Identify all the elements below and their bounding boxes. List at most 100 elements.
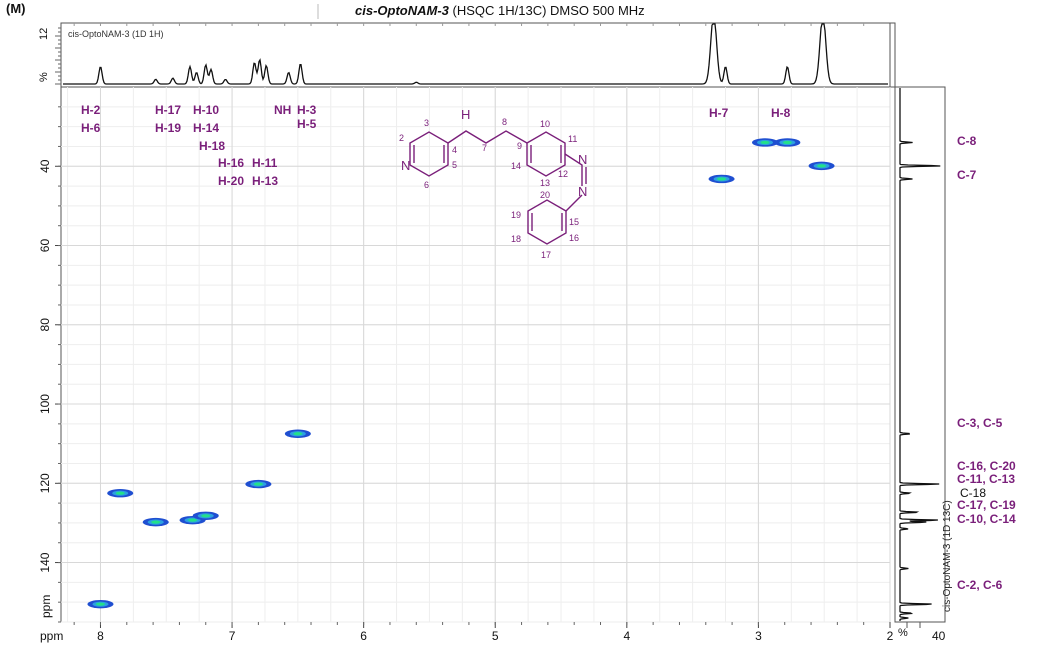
phenyl-ring-b-double-bonds: [531, 213, 563, 231]
atom-number: 4: [452, 145, 457, 155]
x-tick-label: 5: [492, 629, 499, 643]
carbon-assignments: C-8 C-7 C-3, C-5 C-16, C-20 C-11, C-13 C…: [957, 134, 1016, 592]
label-h19: H-19: [155, 121, 181, 135]
structure-diagram: [409, 130, 587, 245]
y-axis: 40 60 80 100 120 140: [38, 106, 61, 623]
atom-number: 12: [558, 169, 568, 179]
x-tick-label: 8: [97, 629, 104, 643]
atom-number: 20: [540, 190, 550, 200]
label-h13: H-13: [252, 174, 278, 188]
label-c3-c5: C-3, C-5: [957, 416, 1003, 430]
cross-peak-core: [253, 482, 263, 486]
label-h14: H-14: [193, 121, 219, 135]
right-axis-40: 40: [932, 629, 946, 643]
atom-number: 13: [540, 178, 550, 188]
x-tick-label: 2: [887, 629, 894, 643]
plot-grid: [61, 87, 891, 623]
atom-h-amine: H: [461, 107, 470, 122]
carbon-trace-label: cis-OptoNAM-3 (1D 13C): [942, 500, 953, 612]
atom-n-azo-2: N: [578, 184, 587, 199]
cross-peak: [774, 138, 801, 147]
cross-peak-core: [95, 602, 105, 606]
carbon-1d-frame: [894, 86, 946, 623]
atom-number: 19: [511, 210, 521, 220]
label-c10-c14: C-10, C-14: [957, 512, 1016, 526]
label-c18: C-18: [960, 486, 986, 500]
top-axis-label-12: 12: [38, 28, 50, 40]
cross-peak: [245, 479, 272, 489]
atom-number: 15: [569, 217, 579, 227]
x-axis: 8 7 6 5 4 3 2: [73, 622, 894, 643]
cross-peak-core: [151, 520, 161, 524]
cross-peak-core: [760, 140, 770, 145]
x-tick-label: 3: [755, 629, 762, 643]
cross-peak-core: [201, 514, 211, 518]
label-h11: H-11: [252, 156, 278, 170]
azo-bond: [564, 153, 583, 186]
label-h7: H-7: [709, 106, 729, 120]
atom-number: 6: [424, 180, 429, 190]
atom-number: 18: [511, 234, 521, 244]
spectrum-title: cis-OptoNAM-3 (HSQC 1H/13C) DMSO 500 MHz: [355, 3, 645, 18]
proton-1d-ticks: [55, 23, 865, 85]
label-h3: H-3: [297, 103, 317, 117]
cross-peak: [708, 174, 735, 184]
cross-peak: [142, 517, 169, 527]
label-c7: C-7: [957, 168, 977, 182]
panel-label: (M): [6, 1, 26, 16]
label-c17-c19: C-17, C-19: [957, 498, 1016, 512]
atom-number: 7: [482, 143, 487, 153]
label-c11-c13: C-11, C-13: [957, 472, 1015, 486]
atom-number: 5: [452, 160, 457, 170]
phenyl-ring-a-double-bonds: [530, 145, 562, 163]
cross-peak-core: [782, 140, 792, 145]
label-h20: H-20: [218, 174, 244, 188]
atom-number: 8: [502, 117, 507, 127]
label-h8: H-8: [771, 106, 791, 120]
cross-peak-core: [717, 177, 727, 181]
pyridine-ring: [409, 131, 449, 177]
atom-number: 3: [424, 118, 429, 128]
proton-1d-trace: [63, 23, 888, 85]
cross-peak-core: [293, 432, 303, 436]
y-tick-label: 120: [38, 473, 52, 493]
x-tick-label: 4: [623, 629, 630, 643]
cross-peaks: [87, 138, 835, 609]
label-h5: H-5: [297, 117, 317, 131]
azo-to-phenyl: [565, 194, 583, 212]
cross-peak-core: [817, 164, 827, 168]
proton-trace-label: cis-OptoNAM-3 (1D 1H): [68, 29, 164, 39]
x-tick-label: 6: [360, 629, 367, 643]
label-h6: H-6: [81, 121, 101, 135]
label-nh: NH: [274, 103, 291, 117]
label-c8: C-8: [957, 134, 977, 148]
label-h16: H-16: [218, 156, 244, 170]
x-tick-label: 7: [229, 629, 236, 643]
y-tick-label: 40: [38, 159, 52, 173]
cross-peak: [751, 138, 778, 147]
right-axis-percent: %: [898, 627, 908, 639]
ethylamine-chain: [447, 130, 528, 144]
y-axis-unit: ppm: [39, 595, 53, 618]
label-h18: H-18: [199, 139, 225, 153]
atom-number: 17: [541, 250, 551, 260]
atom-number: 9: [517, 141, 522, 151]
atom-number: 11: [568, 134, 577, 144]
structure-numbers: 2 3 4 5 6 7 8 9 10 11 12 13 14 15 16 17 …: [399, 117, 579, 260]
atom-number: 2: [399, 133, 404, 143]
y-tick-label: 80: [38, 318, 52, 332]
cross-peak: [87, 599, 114, 609]
cross-peak-core: [188, 518, 198, 522]
cross-peak: [808, 161, 835, 171]
x-axis-unit: ppm: [40, 629, 63, 643]
atom-number: 14: [511, 161, 521, 171]
y-tick-label: 100: [38, 394, 52, 414]
atom-number: 10: [540, 119, 550, 129]
cross-peak: [192, 511, 219, 520]
phenyl-ring-a: [526, 131, 566, 177]
atom-n-pyridine: N: [401, 158, 410, 173]
corner-box: [889, 22, 896, 88]
proton-1d-frame: [60, 22, 891, 88]
atom-number: 16: [569, 233, 579, 243]
